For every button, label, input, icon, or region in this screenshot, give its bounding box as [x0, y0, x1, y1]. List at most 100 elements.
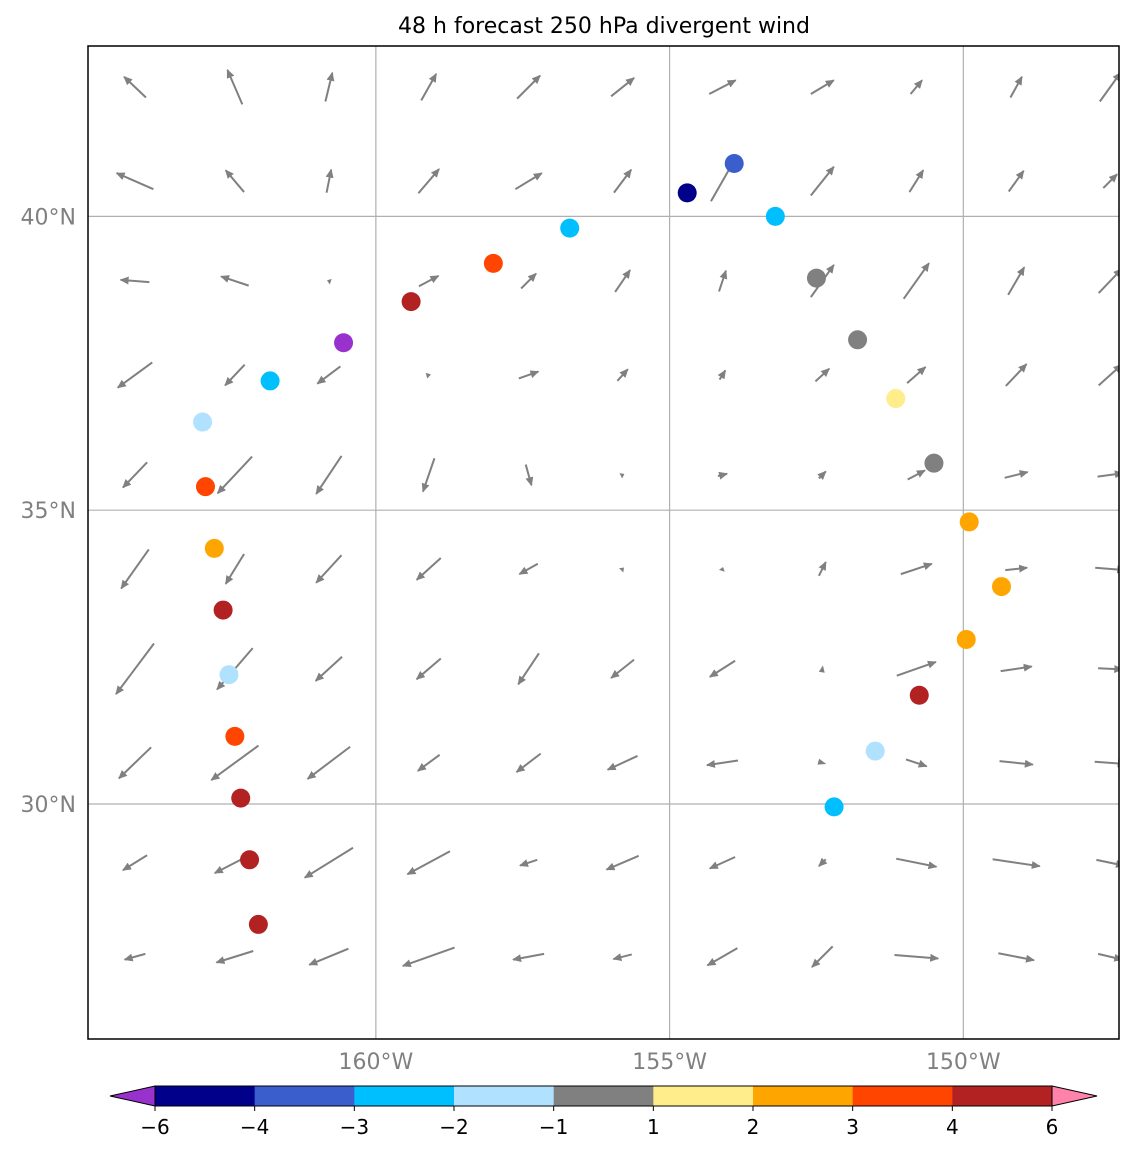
wind-vector	[720, 1053, 726, 1058]
wind-vector	[1100, 1054, 1121, 1060]
wind-vector	[708, 79, 737, 95]
colorbar-swatch	[553, 1086, 654, 1106]
wind-vector	[420, 73, 438, 101]
wind-vector	[998, 952, 1036, 963]
station-point	[806, 268, 826, 288]
wind-vector	[909, 79, 923, 95]
lon-tick-label: 155°W	[632, 1050, 707, 1075]
wind-vector	[519, 858, 538, 867]
station-point	[213, 600, 233, 620]
wind-vector	[810, 79, 835, 95]
station-points	[193, 154, 1012, 934]
colorbar-swatch	[155, 1086, 256, 1106]
wind-vector	[308, 947, 349, 966]
wind-vector	[1096, 858, 1119, 868]
wind-vector	[115, 172, 154, 191]
wind-vector	[514, 172, 543, 191]
wind-vector	[115, 642, 155, 695]
wind-vector	[406, 850, 451, 876]
wind-vector	[116, 361, 153, 389]
wind-vector	[518, 562, 539, 575]
wind-vector	[325, 168, 334, 193]
wind-vector	[1098, 364, 1119, 387]
axis-labels: 160°W 155°W 150°W 30°N 35°N 40°N	[21, 205, 1001, 1075]
wind-vector	[416, 753, 441, 772]
wind-vector	[908, 169, 925, 193]
station-point	[195, 477, 215, 497]
wind-vector	[418, 274, 440, 288]
station-point	[865, 741, 885, 761]
graticule	[88, 46, 1119, 1039]
wind-vector	[906, 366, 927, 384]
wind-vector	[224, 169, 245, 193]
wind-vector	[306, 745, 351, 780]
wind-vector	[520, 272, 537, 290]
wind-vector	[613, 168, 633, 194]
wind-vector	[706, 947, 738, 967]
wind-vector	[303, 846, 354, 879]
station-point	[909, 685, 929, 705]
wind-vector	[226, 68, 244, 105]
wind-vector	[1094, 759, 1119, 768]
wind-vector	[610, 658, 635, 679]
station-point	[483, 253, 503, 273]
wind-vector	[814, 367, 830, 383]
lat-tick-label: 35°N	[21, 499, 76, 524]
wind-vector	[612, 953, 633, 961]
wind-vector	[421, 457, 436, 493]
lat-tick-label: 40°N	[21, 205, 76, 230]
colorbar-swatch	[254, 1086, 355, 1106]
colorbar-swatch	[852, 1086, 953, 1106]
wind-vector	[1008, 1053, 1025, 1060]
wind-vector	[818, 857, 828, 867]
station-point	[765, 206, 785, 226]
wind-vector	[123, 76, 147, 99]
wind-vector	[817, 470, 827, 480]
wind-vector	[896, 660, 937, 677]
colorbar-tick-label: 4	[946, 1115, 959, 1139]
wind-vector	[224, 553, 245, 585]
wind-vector	[315, 455, 343, 495]
wind-vector	[616, 368, 629, 382]
wind-vector	[605, 854, 640, 871]
wind-vector	[718, 269, 728, 292]
lat-tick-label: 30°N	[21, 793, 76, 818]
station-point	[225, 726, 245, 746]
station-point	[193, 412, 213, 432]
wind-vector	[316, 365, 341, 385]
colorbar-tick-label: −2	[439, 1115, 468, 1139]
colorbar-tick-label: −6	[140, 1115, 169, 1139]
station-point	[956, 629, 976, 649]
wind-vector	[810, 165, 835, 197]
wind-vectors	[115, 68, 1121, 1065]
wind-vector	[123, 952, 146, 962]
wind-vector	[817, 561, 827, 577]
wind-vector	[1102, 173, 1118, 189]
wind-vector	[618, 1052, 626, 1058]
wind-vector	[900, 562, 933, 576]
lon-tick-label: 160°W	[338, 1050, 413, 1075]
colorbar-tick-label: −1	[539, 1115, 568, 1139]
wind-vector	[904, 1047, 928, 1065]
wind-vector	[992, 858, 1041, 869]
wind-vector	[1097, 268, 1119, 294]
colorbar-swatch	[952, 1086, 1053, 1106]
wind-vector	[415, 557, 442, 581]
colorbar-tick-label: 6	[1046, 1115, 1059, 1139]
wind-vector	[417, 168, 440, 194]
station-point	[848, 330, 868, 350]
station-point	[260, 371, 280, 391]
colorbar-swatch	[753, 1086, 854, 1106]
wind-vector	[401, 946, 455, 968]
wind-vector	[118, 746, 152, 780]
station-point	[401, 292, 421, 312]
wind-vector	[425, 372, 432, 379]
wind-vector	[717, 471, 729, 480]
wind-vector	[415, 657, 442, 680]
station-point	[240, 850, 260, 870]
wind-vector	[896, 857, 938, 870]
station-point	[560, 218, 580, 238]
station-point	[886, 389, 906, 409]
wind-vector	[1007, 169, 1025, 193]
